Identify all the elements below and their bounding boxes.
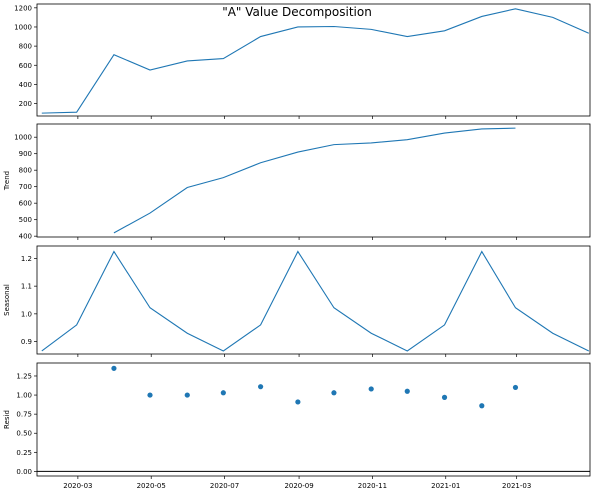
resid-ytick-label: 0.50	[16, 430, 32, 438]
resid-point	[404, 388, 410, 394]
resid-point	[147, 392, 153, 398]
xtick-label: 2020-03	[63, 482, 92, 490]
trend-ytick-label: 600	[19, 200, 32, 208]
seasonal-frame	[36, 245, 591, 355]
seasonal-ylabel: Seasonal	[3, 284, 11, 316]
panel-observed: 200 400 600 800 1000 1200	[14, 3, 591, 119]
resid-ylabel: Resid	[3, 410, 11, 429]
observed-ytick-label: 200	[19, 100, 32, 108]
trend-ylabel: Trend	[3, 171, 11, 191]
observed-ytick-label: 400	[19, 81, 32, 89]
trend-ytick-label: 1000	[14, 134, 32, 142]
resid-ytick-label: 0.75	[16, 411, 32, 419]
observed-frame	[36, 3, 591, 117]
observed-line	[41, 8, 590, 114]
resid-point	[331, 390, 337, 396]
resid-point	[441, 394, 448, 400]
resid-point	[111, 365, 117, 371]
observed-ytick-label: 1000	[14, 23, 32, 31]
trend-ytick-label: 800	[19, 167, 32, 175]
seasonal-ytick-label: 0.9	[21, 338, 32, 346]
resid-point	[479, 403, 485, 409]
trend-ytick-label: 900	[19, 150, 32, 158]
resid-ytick-label: 1.00	[16, 392, 32, 400]
xtick-label: 2020-05	[137, 482, 166, 490]
trend-ytick-label: 400	[19, 233, 32, 241]
panel-trend: 400 500 600 700 800 900 1000 Trend	[3, 123, 591, 241]
trend-ytick-label: 700	[19, 183, 32, 191]
seasonal-ytick-label: 1.2	[21, 255, 32, 263]
seasonal-line	[41, 250, 590, 352]
resid-ytick-label: 0.25	[16, 449, 32, 457]
xtick-label: 2020-09	[284, 482, 313, 490]
resid-point	[220, 390, 226, 396]
panel-resid: 0.00 0.25 0.50 0.75 1.00 1.25 2020-03 2020-05 20…	[3, 362, 591, 490]
resid-point	[258, 384, 264, 390]
trend-frame	[36, 123, 591, 238]
seasonal-ytick-label: 1.0	[21, 310, 32, 318]
xtick-label: 2021-01	[431, 482, 460, 490]
trend-ytick-label: 500	[19, 216, 32, 224]
observed-ytick-label: 1200	[14, 4, 32, 12]
chart-title: "A" Value Decomposition	[222, 5, 372, 19]
resid-point	[295, 399, 301, 405]
resid-ytick-label: 0.00	[16, 468, 32, 476]
panel-seasonal: 0.9 1.0 1.1 1.2 Seasonal	[3, 245, 591, 357]
resid-ytick-label: 1.25	[16, 372, 32, 380]
xtick-label: 2020-07	[210, 482, 239, 490]
resid-frame	[36, 362, 591, 477]
xtick-label: 2021-03	[502, 482, 531, 490]
resid-point	[368, 386, 374, 392]
trend-line	[113, 127, 516, 234]
seasonal-ytick-label: 1.1	[21, 283, 32, 291]
resid-point	[184, 392, 190, 398]
resid-point	[512, 384, 519, 391]
xtick-label: 2020-11	[358, 482, 387, 490]
observed-ytick-label: 800	[19, 43, 32, 51]
observed-ytick-label: 600	[19, 62, 32, 70]
